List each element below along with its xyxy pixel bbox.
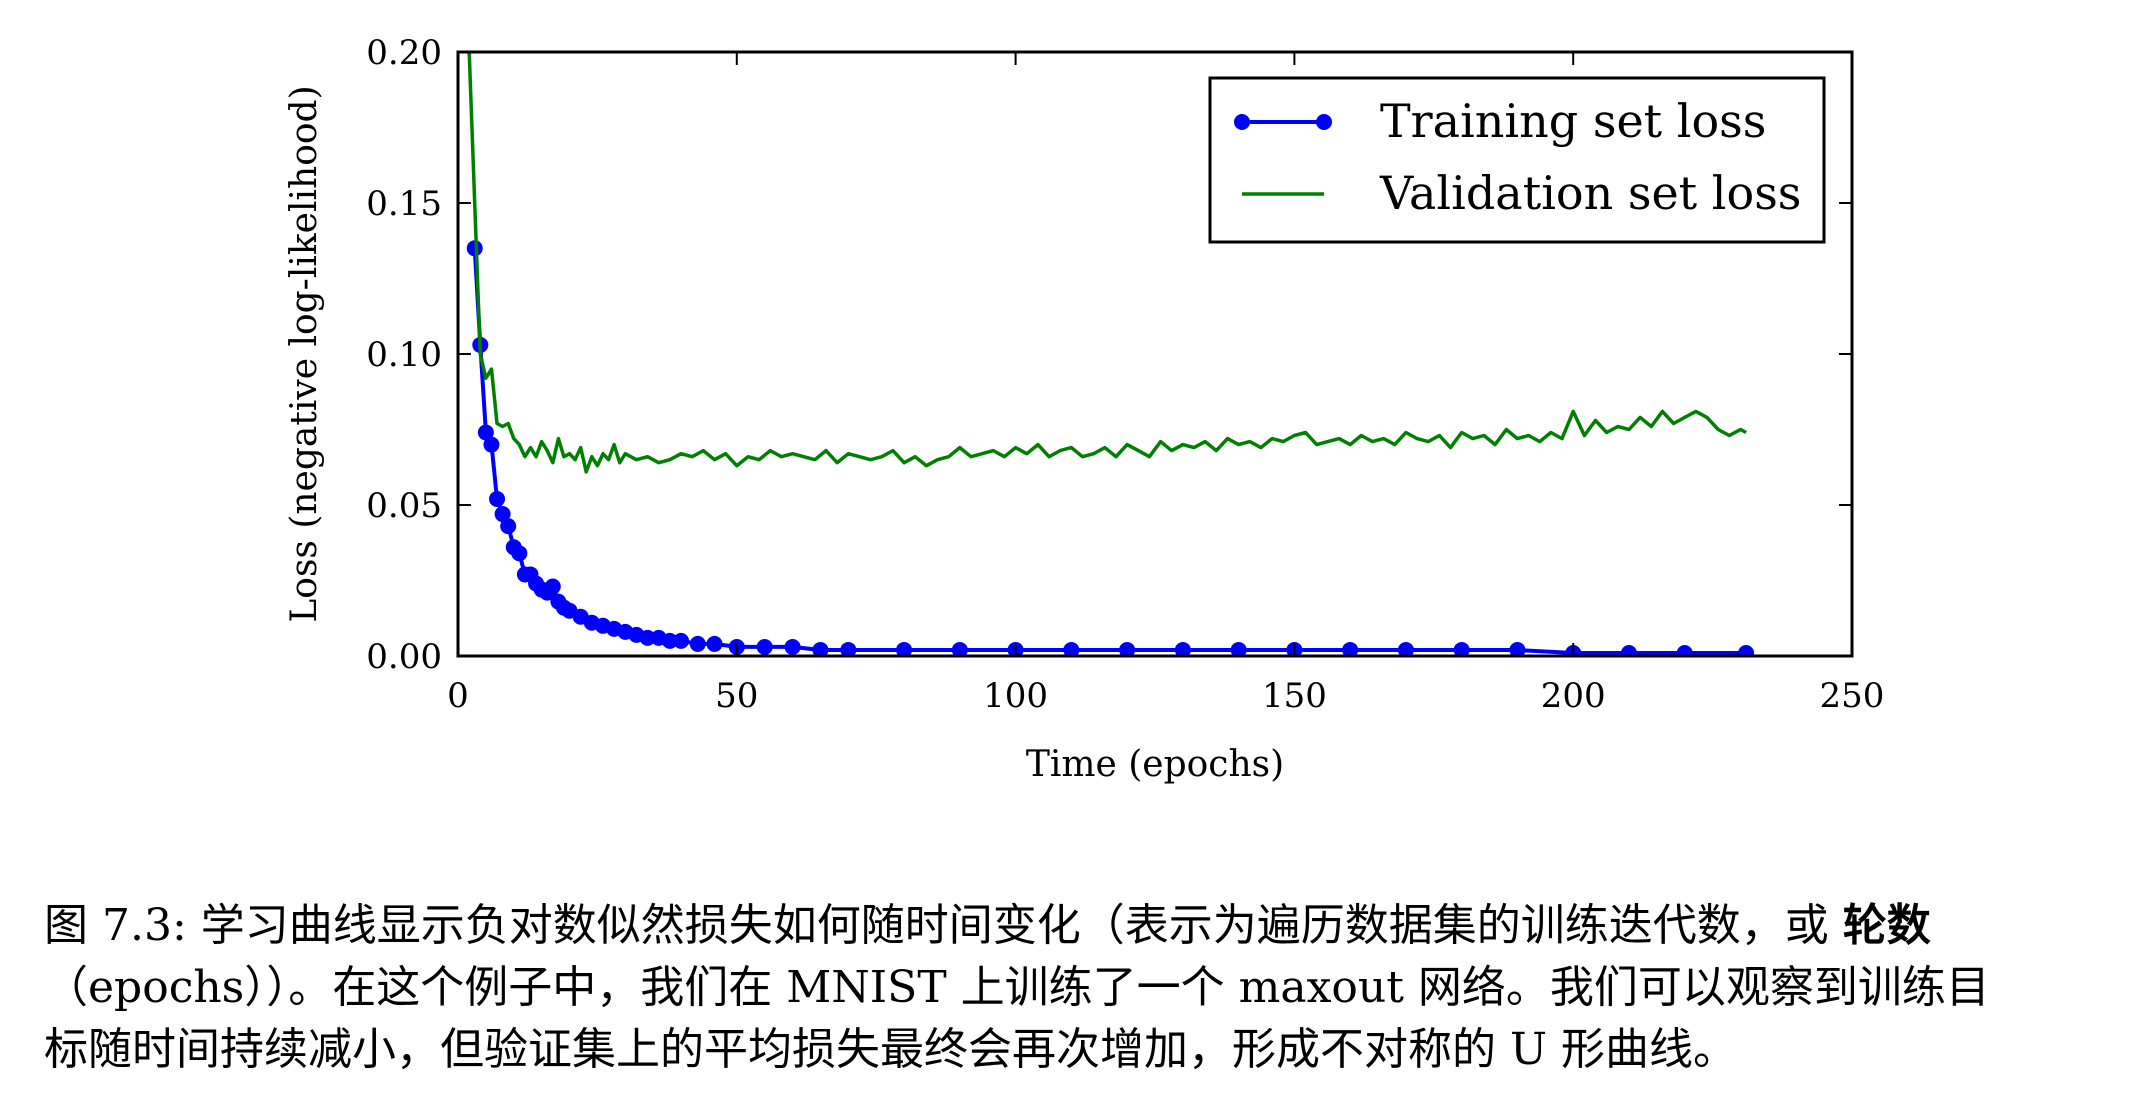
x-tick-label: 150 (1262, 676, 1327, 716)
training-loss-point (784, 638, 801, 655)
x-axis: 0 50 100 150 200 250 (447, 52, 1884, 716)
legend: Training set loss Validation set loss (1208, 76, 1826, 244)
training-loss-point (500, 518, 517, 535)
training-loss-point (1063, 641, 1080, 656)
x-tick-label: 200 (1541, 676, 1606, 716)
training-loss-point (840, 641, 857, 656)
loss-chart: 0 50 100 150 200 250 0.00 0.05 0.10 0.15 0.20 Tim… (284, 33, 1884, 785)
y-tick-label: 0.00 (366, 637, 442, 677)
training-loss-series (466, 240, 1755, 656)
y-axis-title: Loss (negative log-likelihood) (284, 85, 325, 622)
x-tick-label: 100 (983, 676, 1048, 716)
training-loss-point (494, 506, 511, 523)
x-axis-title: Time (epochs) (1026, 744, 1284, 785)
validation-loss-series (467, 52, 1747, 474)
legend-validation-label: Validation set loss (1379, 166, 1801, 220)
training-loss-point (673, 632, 690, 649)
y-tick-label: 0.20 (366, 33, 442, 73)
training-loss-point (896, 641, 913, 656)
caption-bold-term: 轮数 (1842, 900, 1931, 951)
training-loss-point (483, 436, 500, 453)
y-axis: 0.00 0.05 0.10 0.15 0.20 (366, 33, 1852, 677)
x-tick-label: 250 (1820, 676, 1885, 716)
training-loss-point (544, 578, 561, 595)
training-loss-point (706, 635, 723, 652)
training-loss-point (756, 638, 773, 655)
x-tick-label: 0 (447, 676, 469, 716)
training-loss-point (1397, 641, 1414, 656)
training-loss-point (951, 641, 968, 656)
legend-training-label: Training set loss (1380, 94, 1766, 148)
legend-box (1208, 76, 1826, 244)
x-tick-label: 50 (715, 676, 758, 716)
training-loss-point (477, 424, 494, 441)
figure-caption: 图 7.3: 学习曲线显示负对数似然损失如何随时间变化（表示为遍历数据集的训练迭… (44, 895, 2124, 1081)
training-loss-point (1174, 641, 1191, 656)
training-loss-point (489, 490, 506, 507)
legend-training-marker (1234, 114, 1250, 130)
training-loss-point (1620, 644, 1637, 656)
y-tick-label: 0.10 (366, 335, 442, 375)
training-loss-point (1453, 641, 1470, 656)
training-loss-point (511, 545, 528, 562)
training-loss-point (1676, 644, 1693, 656)
training-loss-point (1230, 641, 1247, 656)
training-loss-point (661, 632, 678, 649)
training-loss-point (1738, 644, 1755, 656)
training-loss-point (639, 629, 656, 646)
training-loss-point (1342, 641, 1359, 656)
training-loss-point (812, 641, 829, 656)
caption-line-1: 图 7.3: 学习曲线显示负对数似然损失如何随时间变化（表示为遍历数据集的训练迭… (44, 895, 2124, 957)
training-loss-point (689, 635, 706, 652)
y-tick-label: 0.15 (366, 184, 442, 224)
legend-training-marker (1316, 114, 1332, 130)
validation-loss-line (467, 52, 1747, 474)
caption-text-1: 图 7.3: 学习曲线显示负对数似然损失如何随时间变化（表示为遍历数据集的训练迭… (44, 900, 1843, 951)
training-loss-point (1119, 641, 1136, 656)
y-tick-label: 0.05 (366, 486, 442, 526)
caption-line-3: 标随时间持续减小，但验证集上的平均损失最终会再次增加，形成不对称的 U 形曲线。 (44, 1024, 1738, 1075)
training-loss-point (1509, 641, 1526, 656)
caption-line-2: （epochs））。在这个例子中，我们在 MNIST 上训练了一个 maxout… (44, 962, 1990, 1013)
